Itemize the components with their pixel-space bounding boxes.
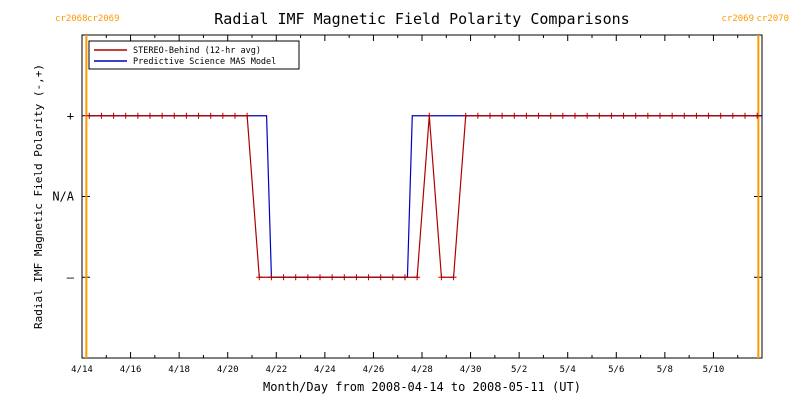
- data-point: [353, 274, 360, 281]
- data-point: [365, 274, 372, 281]
- data-point: [681, 112, 688, 119]
- x-axis-label: Month/Day from 2008-04-14 to 2008-05-11 …: [263, 380, 581, 394]
- series-line-1: [89, 115, 762, 278]
- y-tick-label: +: [67, 109, 74, 123]
- data-point: [402, 274, 408, 281]
- data-point: [134, 112, 141, 119]
- data-point: [329, 274, 336, 281]
- data-point: [377, 274, 384, 281]
- x-tick-label: 5/4: [560, 365, 576, 375]
- carrington-label: cr2070: [756, 14, 789, 24]
- y-axis-label: Radial IMF Magnetic Field Polarity (-,+): [32, 64, 45, 329]
- x-tick-label: 4/14: [71, 365, 93, 375]
- data-point: [742, 112, 748, 119]
- data-point: [729, 112, 736, 119]
- data-point: [511, 112, 518, 119]
- data-point: [644, 112, 651, 119]
- chart-title: Radial IMF Magnetic Field Polarity Compa…: [214, 10, 629, 28]
- data-point: [608, 112, 615, 119]
- data-point: [450, 274, 457, 281]
- data-point: [487, 112, 493, 119]
- data-point: [572, 112, 578, 119]
- data-point: [341, 274, 348, 281]
- data-point: [207, 112, 214, 119]
- data-point: [499, 112, 506, 119]
- data-point: [280, 274, 287, 281]
- data-point: [523, 112, 530, 119]
- data-point: [559, 112, 566, 119]
- x-tick-label: 5/8: [657, 365, 673, 375]
- x-tick-label: 4/26: [363, 365, 385, 375]
- y-tick-label: –: [67, 270, 75, 284]
- data-point: [414, 274, 421, 281]
- data-point: [159, 112, 166, 119]
- data-point: [244, 112, 251, 119]
- data-point: [426, 112, 433, 119]
- data-point: [304, 274, 311, 281]
- x-tick-label: 4/30: [460, 365, 482, 375]
- x-tick-label: 5/10: [703, 365, 725, 375]
- data-point: [171, 112, 178, 119]
- data-point: [535, 112, 542, 119]
- x-tick-label: 5/6: [608, 365, 624, 375]
- series-line-0: [89, 115, 758, 278]
- x-tick-label: 4/16: [120, 365, 142, 375]
- carrington-label: cr2068: [55, 14, 88, 24]
- data-point: [232, 112, 238, 119]
- y-tick-label: N/A: [52, 190, 74, 204]
- legend-label: STEREO-Behind (12-hr avg): [133, 46, 261, 56]
- carrington-label: cr2069: [721, 14, 754, 24]
- data-point: [86, 112, 93, 119]
- carrington-label: cr2069: [87, 14, 120, 24]
- data-point: [195, 112, 202, 119]
- plot-frame: [81, 34, 763, 359]
- data-point: [147, 112, 153, 119]
- data-point: [98, 112, 105, 119]
- data-point: [632, 112, 639, 119]
- data-point: [474, 112, 481, 119]
- legend-box: [88, 40, 300, 70]
- data-point: [122, 112, 129, 119]
- data-point: [669, 112, 676, 119]
- legend-label: Predictive Science MAS Model: [133, 57, 276, 67]
- data-point: [693, 112, 700, 119]
- data-point: [705, 112, 712, 119]
- data-point: [584, 112, 591, 119]
- data-point: [256, 274, 263, 281]
- data-point: [754, 112, 761, 119]
- data-point: [717, 112, 724, 119]
- data-point: [547, 112, 554, 119]
- x-tick-label: 4/22: [265, 365, 287, 375]
- data-point: [389, 274, 396, 281]
- data-point: [268, 274, 275, 281]
- data-point: [620, 112, 627, 119]
- data-point: [183, 112, 190, 119]
- data-point: [462, 112, 469, 119]
- data-point: [317, 274, 323, 281]
- data-point: [219, 112, 226, 119]
- data-point: [292, 274, 299, 281]
- x-tick-label: 4/18: [168, 365, 190, 375]
- x-tick-label: 4/28: [411, 365, 433, 375]
- data-point: [438, 274, 445, 281]
- x-tick-label: 5/2: [511, 365, 527, 375]
- data-point: [657, 112, 663, 119]
- x-tick-label: 4/24: [314, 365, 336, 375]
- x-tick-label: 4/20: [217, 365, 239, 375]
- data-point: [110, 112, 117, 119]
- data-point: [596, 112, 603, 119]
